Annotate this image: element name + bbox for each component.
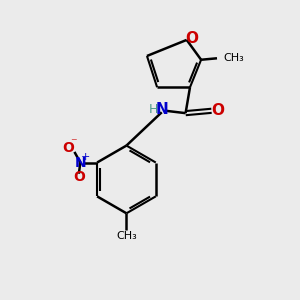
Text: ⁻: ⁻ <box>70 136 77 150</box>
Text: +: + <box>81 152 90 162</box>
Text: CH₃: CH₃ <box>116 231 137 241</box>
Text: N: N <box>74 155 86 170</box>
Text: O: O <box>63 141 74 155</box>
Text: O: O <box>73 170 85 184</box>
Text: N: N <box>155 102 168 117</box>
Text: CH₃: CH₃ <box>224 53 244 63</box>
Text: H: H <box>149 103 158 116</box>
Text: O: O <box>185 31 199 46</box>
Text: O: O <box>212 103 224 118</box>
